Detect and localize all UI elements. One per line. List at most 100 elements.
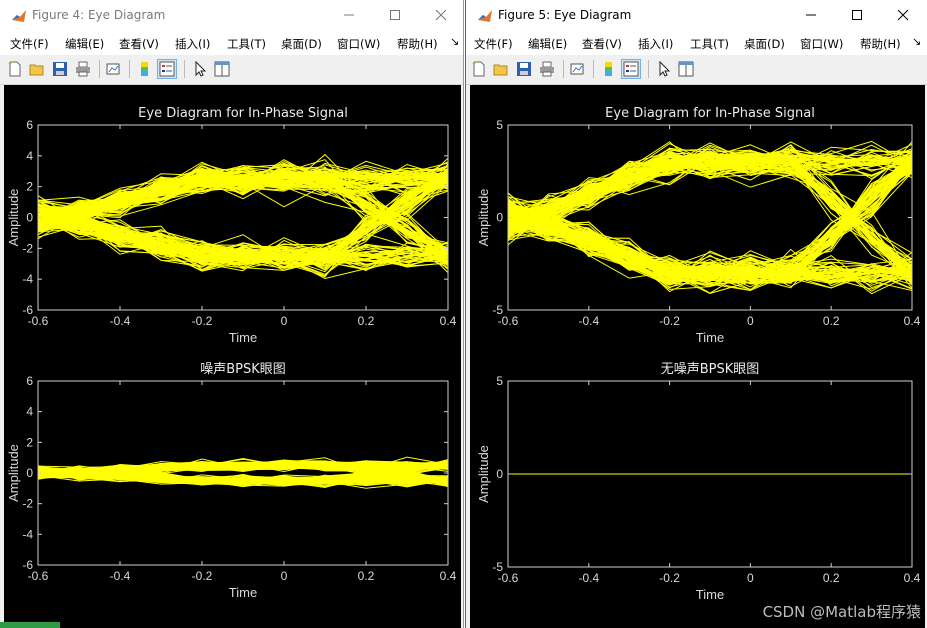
link-plot-icon[interactable] bbox=[105, 60, 123, 78]
trace-line bbox=[508, 143, 912, 230]
toolbar-separator bbox=[563, 60, 564, 78]
x-tick-label: 0 bbox=[747, 571, 754, 585]
menu-edit[interactable]: 编辑(E) bbox=[65, 37, 105, 51]
x-tick-label: 0 bbox=[281, 314, 288, 328]
x-tick-label: 0.4 bbox=[904, 314, 921, 328]
trace-line bbox=[508, 152, 912, 274]
menu-view[interactable]: 查看(V) bbox=[582, 37, 622, 51]
trace-line bbox=[38, 172, 448, 255]
menu-insert[interactable]: 插入(I) bbox=[638, 37, 674, 51]
menu-edit[interactable]: 编辑(E) bbox=[528, 37, 568, 51]
menu-file[interactable]: 文件(F) bbox=[474, 37, 513, 51]
pointer-icon[interactable] bbox=[655, 60, 673, 78]
toolbar bbox=[0, 55, 463, 85]
maximize-button[interactable] bbox=[834, 0, 880, 30]
minimize-button[interactable] bbox=[326, 0, 372, 30]
trace-line bbox=[38, 461, 448, 479]
noiseless-bpsk-eye-diagram-plot: 无噪声BPSK眼图 -0.6 -0.4 -0.2 0 0.2 0.4 5 0 -5 Time Ampl… bbox=[476, 362, 921, 602]
property-editor-icon[interactable] bbox=[677, 60, 695, 78]
close-button[interactable] bbox=[880, 0, 926, 30]
x-tick-label: 0.2 bbox=[358, 314, 375, 328]
eye-traces bbox=[508, 140, 912, 295]
colorbar-icon[interactable] bbox=[600, 60, 618, 78]
trace-line bbox=[508, 227, 912, 290]
y-axis-label: Amplitude bbox=[476, 445, 491, 503]
toolbar-separator bbox=[648, 60, 649, 78]
chart-title: Eye Diagram for In-Phase Signal bbox=[138, 106, 348, 121]
close-button[interactable] bbox=[418, 0, 463, 30]
x-axis-label: Time bbox=[229, 330, 257, 345]
trace-line bbox=[508, 222, 912, 276]
y-tick-label: 6 bbox=[26, 118, 33, 132]
open-file-icon[interactable] bbox=[492, 60, 510, 78]
trace-line bbox=[508, 221, 912, 279]
y-tick-label: -5 bbox=[492, 560, 503, 574]
x-tick-label: -0.6 bbox=[28, 569, 49, 583]
toolbar bbox=[466, 55, 927, 85]
menu-help[interactable]: 帮助(H) bbox=[860, 37, 901, 51]
x-tick-label: 0.4 bbox=[440, 314, 457, 328]
title-bar[interactable]: Figure 5: Eye Diagram bbox=[466, 0, 927, 32]
maximize-button[interactable] bbox=[372, 0, 418, 30]
x-tick-label: 0.2 bbox=[823, 571, 840, 585]
menu-window[interactable]: 窗口(W) bbox=[337, 37, 381, 51]
x-tick-label: 0.2 bbox=[358, 569, 375, 583]
trace-line bbox=[38, 468, 448, 484]
save-icon[interactable] bbox=[515, 60, 533, 78]
link-plot-icon[interactable] bbox=[569, 60, 587, 78]
new-figure-icon[interactable] bbox=[470, 60, 488, 78]
x-tick-label: -0.4 bbox=[578, 314, 599, 328]
property-editor-icon[interactable] bbox=[213, 60, 231, 78]
matlab-logo-icon bbox=[477, 8, 493, 24]
chart-title: 无噪声BPSK眼图 bbox=[661, 362, 760, 377]
menu-view[interactable]: 查看(V) bbox=[119, 37, 159, 51]
trace-line bbox=[38, 218, 448, 265]
menu-overflow-icon[interactable]: ↘ bbox=[450, 35, 460, 48]
matlab-logo-icon bbox=[11, 8, 27, 24]
menu-insert[interactable]: 插入(I) bbox=[175, 37, 211, 51]
print-icon[interactable] bbox=[74, 60, 92, 78]
x-tick-label: 0.2 bbox=[823, 314, 840, 328]
trace-line bbox=[508, 161, 912, 279]
y-tick-label: 2 bbox=[26, 435, 33, 449]
x-tick-label: 0 bbox=[281, 569, 288, 583]
colorbar-icon[interactable] bbox=[136, 60, 154, 78]
figure-canvas: Eye Diagram for In-Phase Signal -0.6 -0.4 -… bbox=[470, 85, 925, 628]
y-tick-label: 4 bbox=[26, 149, 33, 163]
trace-line bbox=[38, 219, 448, 268]
print-icon[interactable] bbox=[538, 60, 556, 78]
menu-desktop[interactable]: 桌面(D) bbox=[744, 37, 785, 51]
x-tick-label: -0.4 bbox=[578, 571, 599, 585]
y-axis-label: Amplitude bbox=[6, 444, 21, 502]
menu-tools[interactable]: 工具(T) bbox=[227, 37, 266, 51]
menu-desktop[interactable]: 桌面(D) bbox=[281, 37, 322, 51]
minimize-icon bbox=[806, 14, 816, 16]
x-tick-label: -0.6 bbox=[498, 571, 519, 585]
menu-tools[interactable]: 工具(T) bbox=[690, 37, 729, 51]
chart-title: 噪声BPSK眼图 bbox=[200, 362, 286, 377]
menu-file[interactable]: 文件(F) bbox=[10, 37, 49, 51]
eye-diagram-in-phase-plot: Eye Diagram for In-Phase Signal -0.6 -0.4 -… bbox=[476, 106, 921, 345]
y-tick-label: -2 bbox=[22, 241, 33, 255]
menu-help[interactable]: 帮助(H) bbox=[397, 37, 438, 51]
x-tick-label: -0.2 bbox=[659, 314, 680, 328]
legend-icon[interactable] bbox=[157, 59, 177, 79]
trace-line bbox=[508, 148, 912, 219]
trace-line bbox=[508, 219, 912, 288]
new-figure-icon[interactable] bbox=[6, 60, 24, 78]
pointer-icon[interactable] bbox=[191, 60, 209, 78]
title-bar[interactable]: Figure 4: Eye Diagram bbox=[0, 0, 463, 32]
legend-icon[interactable] bbox=[621, 59, 641, 79]
minimize-button[interactable] bbox=[788, 0, 834, 30]
trace-line bbox=[38, 465, 448, 484]
maximize-icon bbox=[852, 10, 862, 20]
x-tick-label: -0.4 bbox=[110, 314, 131, 328]
y-tick-label: -6 bbox=[22, 303, 33, 317]
maximize-icon bbox=[390, 10, 400, 20]
watermark-text: CSDN @Matlab程序猿 bbox=[762, 603, 921, 621]
save-icon[interactable] bbox=[51, 60, 69, 78]
menu-window[interactable]: 窗口(W) bbox=[800, 37, 844, 51]
y-axis-label: Amplitude bbox=[6, 189, 21, 247]
open-file-icon[interactable] bbox=[28, 60, 46, 78]
menu-overflow-icon[interactable]: ↘ bbox=[912, 35, 922, 48]
